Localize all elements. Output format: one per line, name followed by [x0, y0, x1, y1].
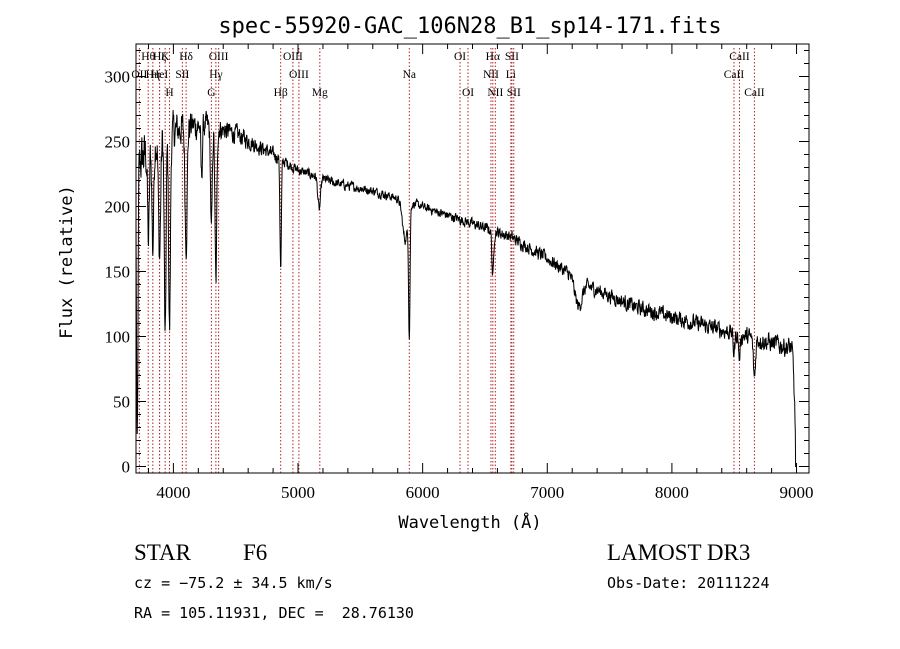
- object-class: STAR: [134, 540, 191, 565]
- x-axis-label: Wavelength (Å): [398, 511, 541, 533]
- axis-ticks: 4000 5000 6000 7000 8000 9000 0 50 100 150 200 250 3…: [105, 44, 814, 502]
- line-marker-label: Mg: [312, 87, 328, 99]
- line-marker-label: OIII: [289, 69, 309, 81]
- x-tick-label: 4000: [156, 483, 190, 502]
- line-marker-label: Hζ: [153, 51, 166, 63]
- y-tick-label: 250: [105, 133, 131, 152]
- plot-frame: [135, 43, 810, 474]
- line-marker-label: HeI: [151, 69, 168, 81]
- line-marker-label: Hη: [146, 69, 160, 81]
- line-marker-label: OII: [131, 69, 147, 81]
- line-marker-label: NII: [487, 87, 503, 99]
- y-tick-label: 200: [105, 198, 131, 217]
- line-marker-label: OIII: [283, 51, 303, 63]
- survey-name: LAMOST DR3: [607, 540, 751, 565]
- x-tick-label: 9000: [780, 483, 814, 502]
- y-tick-label: 150: [105, 263, 131, 282]
- line-marker-label: OI: [462, 87, 474, 99]
- redshift-readout: cz = −75.2 ± 34.5 km/s: [134, 574, 333, 592]
- line-marker-label: Na: [403, 69, 416, 81]
- x-tick-label: 6000: [406, 483, 440, 502]
- line-marker-label: CaII: [729, 51, 750, 63]
- chart-title: spec-55920-GAC_106N28_B1_sp14-171.fits: [218, 14, 721, 39]
- y-tick-label: 300: [105, 68, 131, 87]
- spectral-subclass: F6: [243, 540, 268, 565]
- line-marker-label: Hα: [486, 51, 500, 63]
- y-axis-label: Flux (relative): [57, 185, 77, 339]
- y-tick-label: 0: [122, 458, 131, 477]
- line-marker-label: SII: [175, 69, 189, 81]
- x-tick-label: 7000: [530, 483, 564, 502]
- line-marker-label: Hδ: [179, 51, 193, 63]
- line-marker-label: Li: [506, 69, 516, 81]
- line-marker-label: OIII: [209, 51, 229, 63]
- line-marker-label: Hγ: [209, 69, 222, 81]
- line-marker-label: K: [161, 51, 170, 63]
- line-marker-label: CaII: [744, 87, 765, 99]
- x-tick-label: 5000: [281, 483, 315, 502]
- line-marker-label: G: [207, 87, 215, 99]
- y-tick-label: 50: [113, 393, 130, 412]
- line-marker-label: CaII: [724, 69, 745, 81]
- line-marker-label: Hθ: [141, 51, 155, 63]
- line-marker-label: OI: [454, 51, 466, 63]
- spectrum-series: [135, 109, 797, 467]
- observation-date: Obs-Date: 20111224: [607, 574, 770, 592]
- line-marker-label: NII: [483, 69, 499, 81]
- coordinates-readout: RA = 105.11931, DEC = 28.76130: [134, 604, 414, 622]
- x-tick-label: 8000: [655, 483, 689, 502]
- line-marker-label: SII: [505, 51, 519, 63]
- line-marker-label: SII: [507, 87, 521, 99]
- line-marker-label: H: [165, 87, 173, 99]
- y-tick-label: 100: [105, 328, 131, 347]
- line-marker-label: Hβ: [274, 87, 288, 99]
